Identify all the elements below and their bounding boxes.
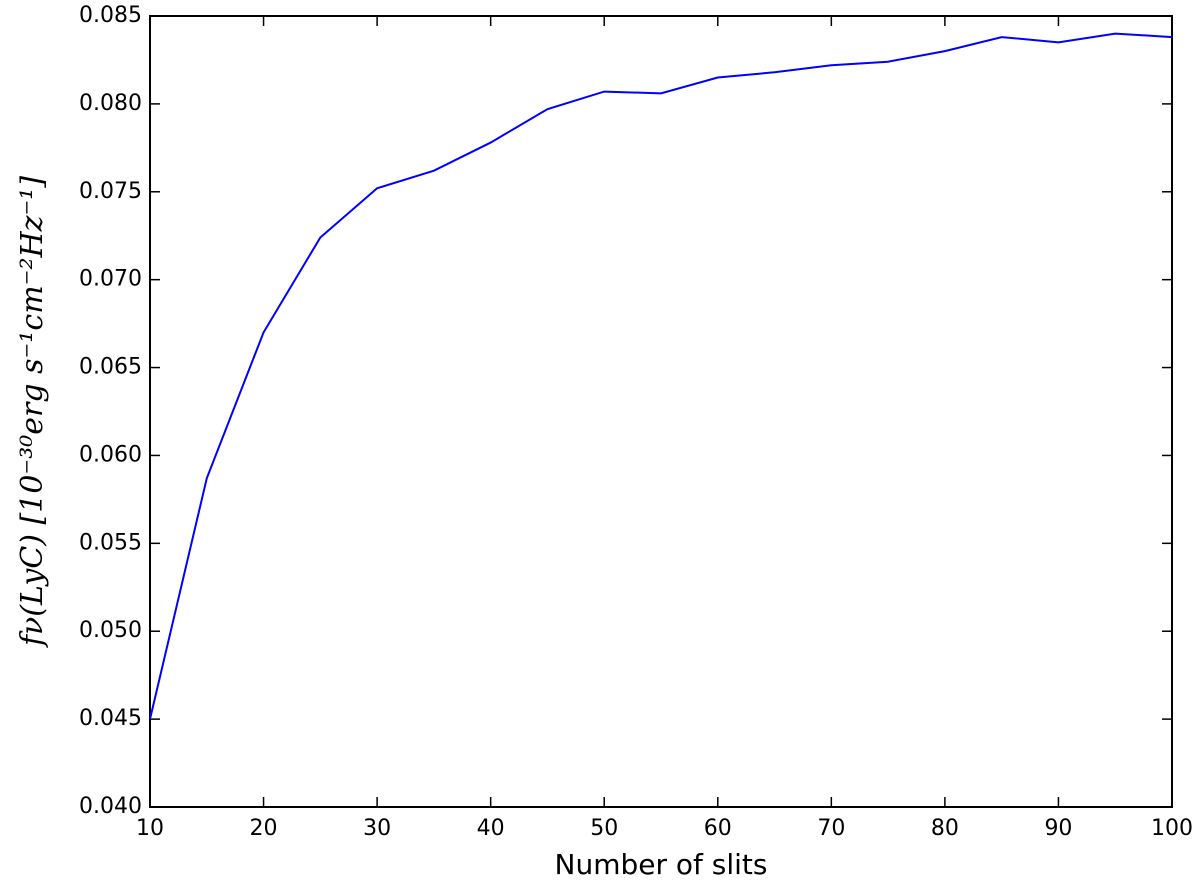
plot-frame <box>149 15 1173 808</box>
x-axis-label: Number of slits <box>555 848 768 881</box>
x-tick-label: 10 <box>136 816 164 841</box>
y-tick-label: 0.085 <box>79 3 142 28</box>
x-tick-label: 60 <box>704 816 732 841</box>
x-tick-label: 70 <box>817 816 845 841</box>
data-line <box>149 32 1173 720</box>
y-tick-label: 0.065 <box>79 355 142 380</box>
y-tick-label: 0.070 <box>79 267 142 292</box>
x-tick-label: 40 <box>477 816 505 841</box>
x-tick-label: 30 <box>363 816 391 841</box>
x-tick-label: 90 <box>1044 816 1072 841</box>
y-tick-label: 0.055 <box>79 530 142 555</box>
y-axis-label: fν(LyC) [10⁻³⁰erg s⁻¹cm⁻²Hz⁻¹] <box>15 176 50 648</box>
y-tick-label: 0.045 <box>79 706 142 731</box>
y-tick-label: 0.060 <box>79 442 142 467</box>
y-tick-label: 0.080 <box>79 91 142 116</box>
x-tick-label: 20 <box>250 816 278 841</box>
x-tick-label: 50 <box>590 816 618 841</box>
y-tick-label: 0.075 <box>79 179 142 204</box>
x-tick-label: 100 <box>1151 816 1193 841</box>
y-tick-label: 0.050 <box>79 618 142 643</box>
y-tick-label: 0.040 <box>79 794 142 819</box>
x-tick-label: 80 <box>931 816 959 841</box>
